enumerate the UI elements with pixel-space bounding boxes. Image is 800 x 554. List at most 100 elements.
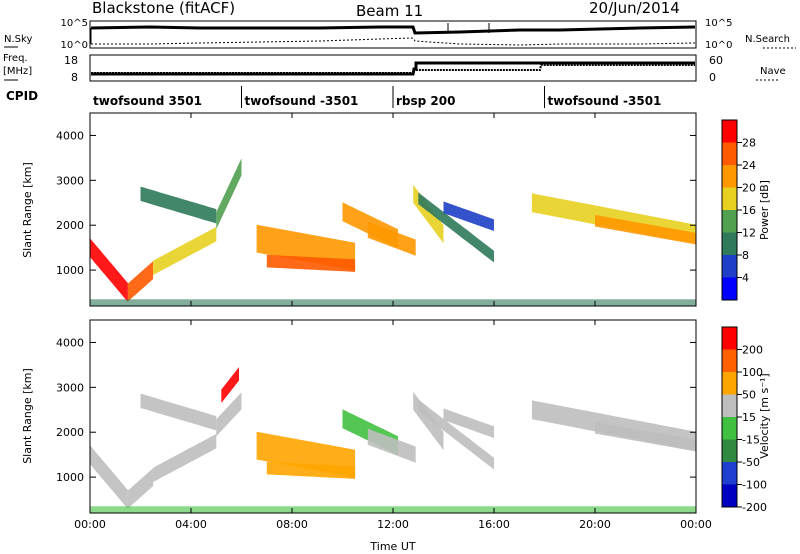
x-tick-label: 00:00	[680, 518, 712, 531]
freq-label-line1: Freq.	[3, 53, 28, 64]
echo-band	[153, 227, 217, 275]
cpid-segment-label: twofsound 3501	[93, 94, 202, 108]
echo-band	[216, 158, 242, 230]
station-title: Blackstone (fitACF)	[92, 0, 235, 17]
echo-band	[595, 214, 696, 245]
y-tick-label: 2000	[56, 426, 84, 439]
colorbar-swatch	[722, 232, 737, 255]
cpid-label: CPID	[6, 89, 38, 103]
colorbar-tick-label: -15	[742, 434, 760, 447]
colorbar-tick-label: 50	[742, 389, 756, 402]
cpid-segment-label: twofsound -3501	[548, 94, 662, 108]
echo-band	[90, 445, 128, 509]
nave-trace	[91, 64, 695, 74]
echo-band	[418, 192, 494, 263]
echo-band	[418, 399, 494, 470]
x-axis-title: Time UT	[369, 540, 415, 553]
echo-band	[127, 468, 154, 509]
freq-tick-top: 18	[64, 54, 78, 67]
colorbar-tick-label: 16	[742, 204, 756, 217]
power-colorbar: 4 8 12 16 20 24 28	[721, 119, 756, 301]
colorbar-swatch	[722, 277, 737, 300]
date-title: 20/Jun/2014	[589, 0, 680, 17]
colorbar-tick-label: 8	[742, 249, 749, 262]
nsky-panel-frame	[89, 20, 697, 49]
colorbar-tick-label: 200	[742, 344, 763, 357]
y-tick-label: 4000	[56, 336, 84, 349]
echo-band	[140, 186, 217, 224]
colorbar-tick-label: 20	[742, 182, 756, 195]
beam-title: Beam 11	[356, 2, 423, 20]
colorbar-swatch	[722, 142, 737, 165]
colorbar-swatch	[722, 210, 737, 233]
velocity-colorbar: 200 100 50 15 -15 -50 -100 -200	[721, 326, 767, 514]
power-ylabel: Slant Range [km]	[21, 162, 34, 258]
echo-band	[367, 221, 416, 256]
colorbar-swatch	[722, 165, 737, 188]
cpid-row: twofsound 3501 twofsound -3501 rbsp 200 two…	[93, 86, 661, 108]
x-tick-label: 04:00	[175, 518, 207, 531]
nave-label: Nave	[760, 66, 786, 77]
colorbar-swatch	[722, 187, 737, 210]
echo-band	[90, 238, 128, 302]
nsearch-tick-top: 10^5	[705, 18, 732, 29]
velocity-axes: 00:00 04:00 08:00 12:00 16:00 20:00 00:00 1000 2…	[56, 320, 712, 531]
x-tick-label: 00:00	[74, 518, 106, 531]
freq-panel	[89, 54, 697, 82]
echo-band	[140, 393, 217, 431]
cpid-segment-label: twofsound -3501	[245, 94, 359, 108]
colorbar-swatch	[722, 484, 737, 507]
power-marks	[90, 158, 696, 306]
echo-band	[595, 421, 696, 452]
colorbar-swatch	[722, 120, 737, 143]
velocity-panel: 00:00 04:00 08:00 12:00 16:00 20:00 00:00 1000 2…	[56, 319, 712, 531]
colorbar-swatch	[722, 439, 737, 462]
nsearch-trace	[91, 37, 696, 46]
y-tick-label: 1000	[56, 264, 84, 277]
colorbar-tick-label: 12	[742, 227, 756, 240]
x-tick-label: 16:00	[478, 518, 510, 531]
colorbar-tick-label: -50	[742, 456, 760, 469]
colorbar-tick-label: -200	[742, 501, 767, 514]
colorbar-tick-label: 28	[742, 137, 756, 150]
colorbar-tick-label: -100	[742, 479, 767, 492]
nsky-tick-bottom: 10^0	[61, 40, 88, 51]
nsky-panel	[89, 20, 697, 49]
cpid-segment-label: rbsp 200	[396, 94, 455, 108]
x-tick-label: 20:00	[579, 518, 611, 531]
nave-tick-top: 60	[709, 54, 723, 67]
nave-tick-bottom: 0	[709, 71, 716, 84]
power-panel: 1000 2000 3000 4000	[56, 112, 697, 307]
y-tick-label: 3000	[56, 381, 84, 394]
velocity-ylabel: Slant Range [km]	[21, 368, 34, 464]
y-tick-label: 2000	[56, 219, 84, 232]
colorbar-tick-label: 4	[742, 272, 749, 285]
echo-band	[127, 261, 154, 302]
echo-band	[443, 408, 494, 438]
colorbar-swatch	[722, 417, 737, 440]
freq-tick-bottom: 8	[71, 71, 78, 84]
velocity-colorbar-label: Velocity [m s⁻¹]	[758, 373, 771, 458]
freq-panel-frame	[89, 54, 697, 82]
colorbar-tick-label: 100	[742, 366, 763, 379]
colorbar-swatch	[722, 372, 737, 395]
velocity-marks	[90, 367, 696, 513]
echo-band	[266, 461, 356, 479]
echo-band	[367, 428, 416, 463]
colorbar-swatch	[722, 394, 737, 417]
power-colorbar-label: Power [dB]	[758, 180, 771, 240]
nsky-trace	[90, 25, 696, 35]
y-tick-label: 1000	[56, 471, 84, 484]
colorbar-tick-label: 24	[742, 159, 756, 172]
colorbar-swatch	[722, 462, 737, 485]
nsky-label: N.Sky	[4, 34, 32, 45]
colorbar-swatch	[722, 255, 737, 278]
colorbar-swatch	[722, 349, 737, 372]
nsearch-tick-bottom: 10^0	[705, 40, 732, 51]
nsky-tick-top: 10^5	[61, 18, 88, 29]
echo-band	[216, 392, 242, 437]
echo-band	[221, 367, 239, 403]
nsearch-label: N.Search	[745, 34, 790, 45]
x-tick-label: 08:00	[276, 518, 308, 531]
freq-label-line2: [MHz]	[3, 66, 32, 77]
